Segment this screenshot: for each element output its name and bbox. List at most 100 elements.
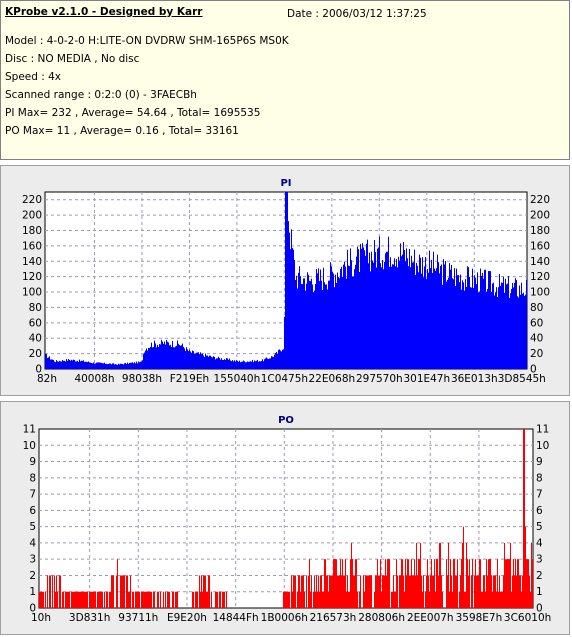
po-bar <box>301 575 302 608</box>
pi-bar <box>398 256 399 369</box>
po-bar <box>385 559 386 608</box>
po-bar <box>471 575 472 608</box>
pi-bar <box>492 283 493 369</box>
pi-bar <box>467 266 468 369</box>
po-bar <box>135 591 136 608</box>
po-bar <box>81 591 82 608</box>
po-bar <box>100 591 101 608</box>
pi-bar <box>523 292 524 369</box>
pi-bar <box>153 347 154 369</box>
pi-bar <box>239 360 240 369</box>
po-bar <box>367 575 368 608</box>
po-bar <box>516 575 517 608</box>
pi-bar <box>87 362 88 369</box>
pi-bar <box>60 361 61 369</box>
pi-bar <box>83 360 84 369</box>
po-bar <box>45 591 46 608</box>
po-bar <box>483 575 484 608</box>
pi-bar <box>138 361 139 369</box>
po-bar <box>397 575 398 608</box>
pi-bar <box>243 360 244 369</box>
pi-bar <box>265 358 266 369</box>
pi-bar <box>475 277 476 369</box>
po-bar <box>504 542 505 608</box>
po-bar <box>336 559 337 608</box>
po-bar <box>101 591 102 608</box>
pi-bar <box>154 340 155 369</box>
po-bar <box>77 591 78 608</box>
po-bar <box>524 429 525 608</box>
pi-bar <box>441 264 442 369</box>
pi-bar <box>122 364 123 369</box>
po-bar <box>57 591 58 608</box>
pi-bar <box>525 294 526 369</box>
po-bar <box>498 591 499 608</box>
po-bar <box>459 591 460 608</box>
pi-bar <box>102 363 103 369</box>
po-bar <box>354 575 355 608</box>
pi-bar <box>469 276 470 369</box>
po-bar <box>489 559 490 608</box>
po-bar <box>66 591 67 608</box>
pi-bar <box>491 291 492 369</box>
y-tick-label-right: 40 <box>530 333 543 345</box>
po-bar <box>343 575 344 608</box>
po-bar <box>84 591 85 608</box>
pi-bar <box>191 352 192 369</box>
po-bar <box>338 575 339 608</box>
pi-bar <box>227 358 228 369</box>
po-bar <box>297 591 298 608</box>
pi-bar <box>68 358 69 369</box>
po-bar <box>359 591 360 608</box>
pi-bar <box>310 281 311 369</box>
pi-bar <box>358 249 359 369</box>
po-bar <box>80 591 81 608</box>
pi-bar <box>78 361 79 369</box>
po-bar <box>448 542 449 608</box>
po-bar <box>413 575 414 608</box>
po-bar <box>150 591 151 608</box>
pi-summary: PI Max= 232 , Average= 54.64 , Total= 16… <box>5 107 261 119</box>
pi-bar <box>520 294 521 369</box>
po-bar <box>92 591 93 608</box>
pi-bar <box>338 276 339 369</box>
pi-bar <box>184 348 185 369</box>
po-bar <box>333 559 334 608</box>
pi-bar <box>425 257 426 369</box>
po-bar <box>120 575 121 608</box>
po-bar <box>462 542 463 608</box>
pi-bar <box>397 267 398 369</box>
po-bar <box>389 559 390 608</box>
pi-bar <box>77 360 78 369</box>
pi-bar <box>84 361 85 369</box>
po-bar <box>456 575 457 608</box>
po-bar <box>201 575 202 608</box>
po-bar <box>469 559 470 608</box>
pi-bar <box>81 360 82 369</box>
po-bar <box>388 559 389 608</box>
po-bar <box>353 575 354 608</box>
po-bar <box>349 591 350 608</box>
po-bar <box>146 591 147 608</box>
pi-bar <box>395 266 396 369</box>
pi-bar <box>353 276 354 369</box>
pi-bar <box>48 357 49 369</box>
pi-bar <box>322 290 323 369</box>
pi-bar <box>127 362 128 369</box>
pi-bar <box>149 348 150 369</box>
po-bar <box>532 559 533 608</box>
pi-bar <box>493 282 494 369</box>
pi-bar <box>288 221 289 369</box>
pi-bar <box>251 361 252 369</box>
pi-bar <box>242 361 243 369</box>
pi-bar <box>386 251 387 369</box>
pi-bar <box>297 288 298 369</box>
po-bar <box>520 575 521 608</box>
pi-bar <box>210 355 211 369</box>
pi-bar <box>348 265 349 369</box>
po-bar <box>501 591 502 608</box>
po-bar <box>291 575 292 608</box>
po-bar <box>452 591 453 608</box>
pi-bar <box>139 362 140 369</box>
po-bar <box>486 559 487 608</box>
